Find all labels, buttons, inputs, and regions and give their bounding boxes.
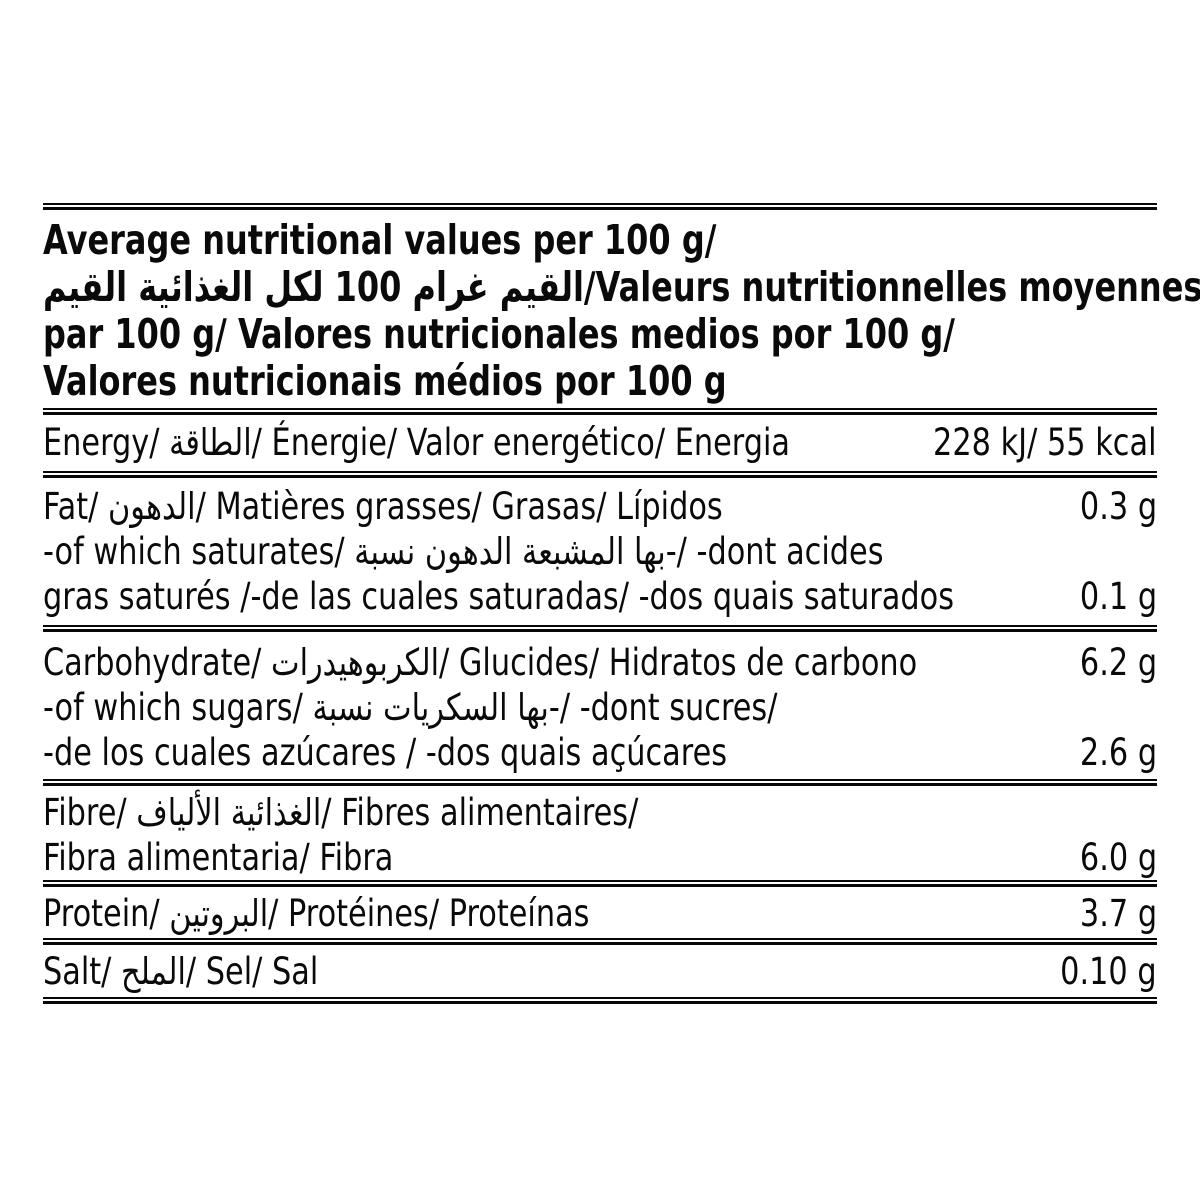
row-line: gras saturés /-de las cuales saturadas/ … <box>43 574 1157 619</box>
divider-rule-top <box>43 203 1157 210</box>
title-text: القيم‎ الغذائية‎ لكل‎ 100 غرام‎ القيم‎/V… <box>43 263 1200 311</box>
divider-rule <box>43 625 1157 632</box>
row-label: -de los cuales azúcares / -dos quais açú… <box>43 731 728 774</box>
row-value: 6.0 g <box>1079 836 1157 879</box>
row-label: Energy/ الطاقة/ Énergie/ Valor energétic… <box>43 421 791 464</box>
table-row-fat: Fat/ الدهون/ Matières grasses/ Grasas/ L… <box>43 478 1157 625</box>
table-row-carbohydrate: Carbohydrate/ الكربوهيدرات/ Glucides/ Hi… <box>43 632 1157 779</box>
label-sheet: Average nutritional values per 100 g/ ال… <box>43 203 1200 1004</box>
row-line: Carbohydrate/ الكربوهيدرات/ Glucides/ Hi… <box>43 640 1157 685</box>
row-value: 3.7 g <box>1079 892 1157 935</box>
divider-rule-bottom <box>43 997 1157 1004</box>
row-line: -of which sugars/ نسبة‎ السكريات‎ بها‎-/… <box>43 685 1157 730</box>
row-line: -of which saturates/ نسبة‎ الدهون‎ المشب… <box>43 529 1157 574</box>
divider-rule <box>43 408 1157 415</box>
row-value: 6.2 g <box>1079 641 1157 684</box>
row-label: Protein/ البروتين/ Protéines/ Proteínas <box>43 892 590 935</box>
row-line: Fibra alimentaria/ Fibra 6.0 g <box>43 835 1157 880</box>
title-line-1: Average nutritional values per 100 g/ <box>43 217 1157 264</box>
title-line-3: par 100 g/ Valores nutricionales medios … <box>43 311 1157 358</box>
title-line-4: Valores nutricionais médios por 100 g <box>43 358 1157 405</box>
row-value: 0.1 g <box>1079 575 1157 618</box>
table-row-energy: Energy/ الطاقة/ Énergie/ Valor energétic… <box>43 415 1157 471</box>
divider-rule <box>43 779 1157 786</box>
row-label: Fibre/ الألياف‎ الغذائية‎/ Fibres alimen… <box>43 791 639 834</box>
row-value: 228 kJ/ 55 kcal <box>933 421 1157 464</box>
row-line: Protein/ البروتين/ Protéines/ Proteínas … <box>43 891 1157 936</box>
row-label: Fibra alimentaria/ Fibra <box>43 836 394 879</box>
row-line: Fat/ الدهون/ Matières grasses/ Grasas/ L… <box>43 484 1157 529</box>
row-line: Fibre/ الألياف‎ الغذائية‎/ Fibres alimen… <box>43 790 1157 835</box>
row-line: -de los cuales azúcares / -dos quais açú… <box>43 730 1157 775</box>
divider-rule <box>43 471 1157 478</box>
divider-rule <box>43 880 1157 887</box>
title-text: par 100 g/ Valores nutricionales medios … <box>43 310 955 358</box>
row-value: 0.3 g <box>1079 485 1157 528</box>
row-label: gras saturés /-de las cuales saturadas/ … <box>43 575 955 618</box>
row-value: 2.6 g <box>1079 731 1157 774</box>
divider-rule <box>43 938 1157 945</box>
table-row-fibre: Fibre/ الألياف‎ الغذائية‎/ Fibres alimen… <box>43 786 1157 880</box>
row-line: Salt/ الملح/ Sel/ Sal 0.10 g <box>43 949 1157 994</box>
row-label: Fat/ الدهون/ Matières grasses/ Grasas/ L… <box>43 485 723 528</box>
row-label: Carbohydrate/ الكربوهيدرات/ Glucides/ Hi… <box>43 641 918 684</box>
row-line: Energy/ الطاقة/ Énergie/ Valor energétic… <box>43 420 1157 465</box>
title-text: Valores nutricionais médios por 100 g <box>43 357 727 405</box>
table-row-salt: Salt/ الملح/ Sel/ Sal 0.10 g <box>43 945 1157 997</box>
table-row-protein: Protein/ البروتين/ Protéines/ Proteínas … <box>43 887 1157 938</box>
label-title-block: Average nutritional values per 100 g/ ال… <box>43 210 1200 408</box>
row-value: 0.10 g <box>1060 950 1157 993</box>
row-label: Salt/ الملح/ Sel/ Sal <box>43 950 319 993</box>
title-text: Average nutritional values per 100 g/ <box>43 216 717 264</box>
row-label: -of which saturates/ نسبة‎ الدهون‎ المشب… <box>43 530 884 573</box>
title-line-2: القيم‎ الغذائية‎ لكل‎ 100 غرام‎ القيم‎/V… <box>43 264 1200 311</box>
row-label: -of which sugars/ نسبة‎ السكريات‎ بها‎-/… <box>43 686 778 729</box>
